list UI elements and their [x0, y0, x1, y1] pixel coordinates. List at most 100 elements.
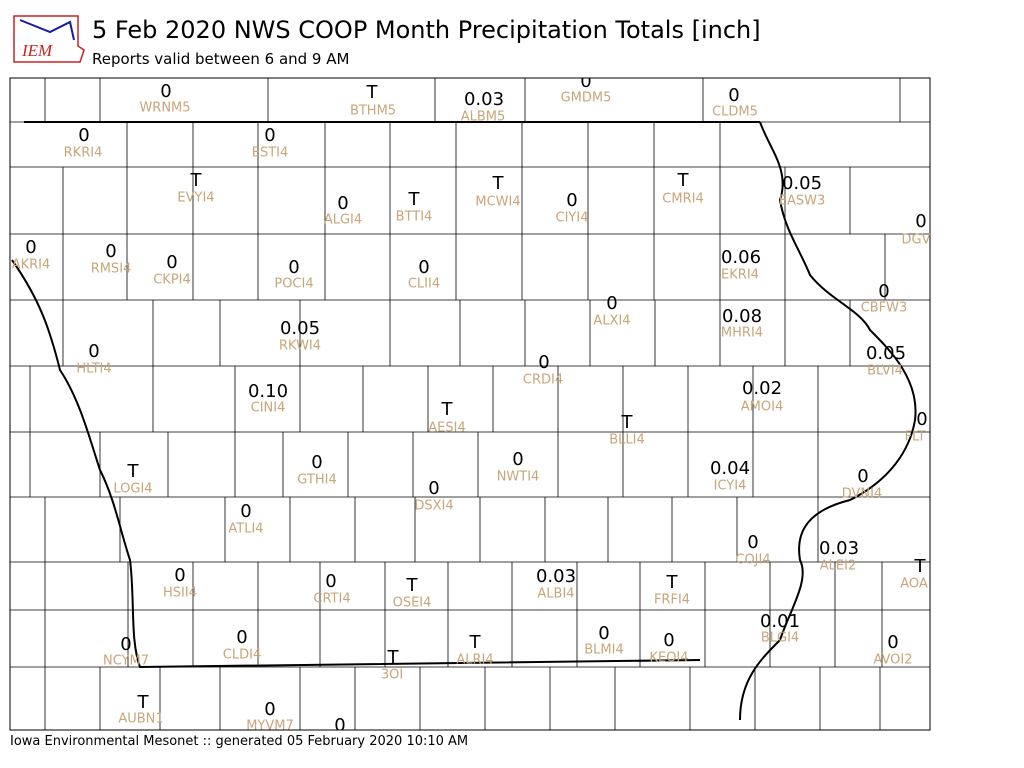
logo-outline [13, 15, 85, 63]
station-id: CINI4 [251, 401, 286, 416]
station-value: 0.10 [248, 381, 288, 402]
subtitle: Reports valid between 6 and 9 AM [92, 50, 349, 68]
station-value: 0 [120, 634, 131, 655]
station-value: 0 [566, 190, 577, 211]
map-frame [9, 77, 931, 731]
station-value: 0 [334, 715, 345, 736]
station-value: 0.05 [782, 173, 822, 194]
station-value: T [677, 170, 690, 191]
station-value: 0 [288, 257, 299, 278]
station-value: 0 [538, 352, 549, 373]
station-value: 0 [418, 257, 429, 278]
station-value: 0 [663, 630, 674, 651]
station-value: T [441, 399, 454, 420]
station-value: 0 [878, 281, 889, 302]
station-id: AESI4 [428, 421, 465, 436]
station-value: 0 [240, 501, 251, 522]
station-value: 0.05 [866, 343, 906, 364]
title: 5 Feb 2020 NWS COOP Month Precipitation … [92, 16, 761, 44]
station-id: CBFW3 [861, 301, 908, 316]
station-value: 0 [512, 449, 523, 470]
station-value: 0 [887, 632, 898, 653]
station-value: T [137, 692, 150, 713]
station-value: T [666, 572, 679, 593]
station-id: AOA [900, 577, 928, 592]
station-value: T [406, 575, 419, 596]
station-id: ICYI4 [714, 479, 747, 494]
station-id: AUBN1 [118, 712, 163, 727]
station-value: 0.06 [721, 247, 761, 268]
station-id: RKRI4 [64, 146, 103, 161]
station-id: ALXI4 [593, 314, 630, 329]
station-id: ALBM5 [461, 110, 506, 125]
station-id: ALGI4 [324, 213, 362, 228]
station-value: 0.08 [722, 306, 762, 327]
station-value: T [190, 170, 203, 191]
station-id: CKPI4 [153, 273, 191, 288]
county-lines [10, 78, 930, 730]
station-id: CMRI4 [662, 192, 703, 207]
station-value: 0.03 [819, 538, 859, 559]
station-id: ATLI4 [228, 522, 263, 537]
station-value: T [408, 189, 421, 210]
station-value: T [621, 412, 634, 433]
station-id: FRFI4 [654, 593, 690, 608]
station-id: POCI4 [274, 277, 313, 292]
station-value: 0.02 [742, 378, 782, 399]
station-id: NWTI4 [497, 470, 540, 485]
station-value: T [366, 82, 379, 103]
station-value: 0 [264, 125, 275, 146]
station-id: AKRI4 [12, 258, 51, 273]
station-value: 0.05 [280, 318, 320, 339]
station-id: GTHI4 [297, 473, 336, 488]
station-value: T [492, 173, 505, 194]
station-value: T [469, 632, 482, 653]
station-id: 3OI [381, 668, 403, 683]
station-id: ALRI4 [456, 653, 493, 668]
station-id: BTHM5 [350, 104, 396, 119]
station-id: WRNM5 [139, 101, 190, 116]
station-value: 0 [915, 211, 926, 232]
station-id: EVYI4 [177, 191, 214, 206]
station-value: 0 [916, 409, 927, 430]
station-id: BTTI4 [396, 210, 433, 225]
station-id: OSEI4 [393, 596, 432, 611]
station-id: COJI4 [735, 553, 770, 568]
station-id: RKWI4 [279, 339, 321, 354]
station-value: 0.04 [710, 458, 750, 479]
station-value: T [914, 556, 927, 577]
station-id: EASW3 [779, 194, 825, 209]
station-value: 0 [236, 627, 247, 648]
station-value: 0.03 [464, 89, 504, 110]
station-id: LOGI4 [113, 482, 152, 497]
logo: IEM [13, 15, 85, 63]
station-id: HSII4 [163, 586, 197, 601]
station-value: 0 [747, 532, 758, 553]
station-id: AMOI4 [741, 400, 783, 415]
station-value: 0 [160, 81, 171, 102]
station-value: T [387, 647, 400, 668]
station-id: BLMI4 [584, 643, 623, 658]
station-value: 0 [25, 237, 36, 258]
station-id: DGV [902, 233, 931, 248]
station-id: BLGI4 [761, 631, 799, 646]
station-id: MCWI4 [475, 195, 520, 210]
logo-lines [19, 19, 75, 41]
station-value: 0 [105, 241, 116, 262]
station-id: DSXI4 [414, 499, 453, 514]
station-value: 0 [580, 71, 591, 92]
station-id: ALBI4 [537, 587, 574, 602]
station-id: AVOI2 [873, 653, 912, 668]
station-id: CRDI4 [523, 373, 563, 388]
station-id: CIYI4 [556, 211, 589, 226]
station-value: 0 [428, 478, 439, 499]
station-id: BLLI4 [609, 433, 645, 448]
station-id: KEOI4 [649, 651, 688, 666]
station-value: 0.01 [760, 611, 800, 632]
station-value: 0 [78, 125, 89, 146]
station-value: 0 [325, 571, 336, 592]
state-border [11, 121, 917, 721]
station-id: ESTI4 [252, 146, 289, 161]
